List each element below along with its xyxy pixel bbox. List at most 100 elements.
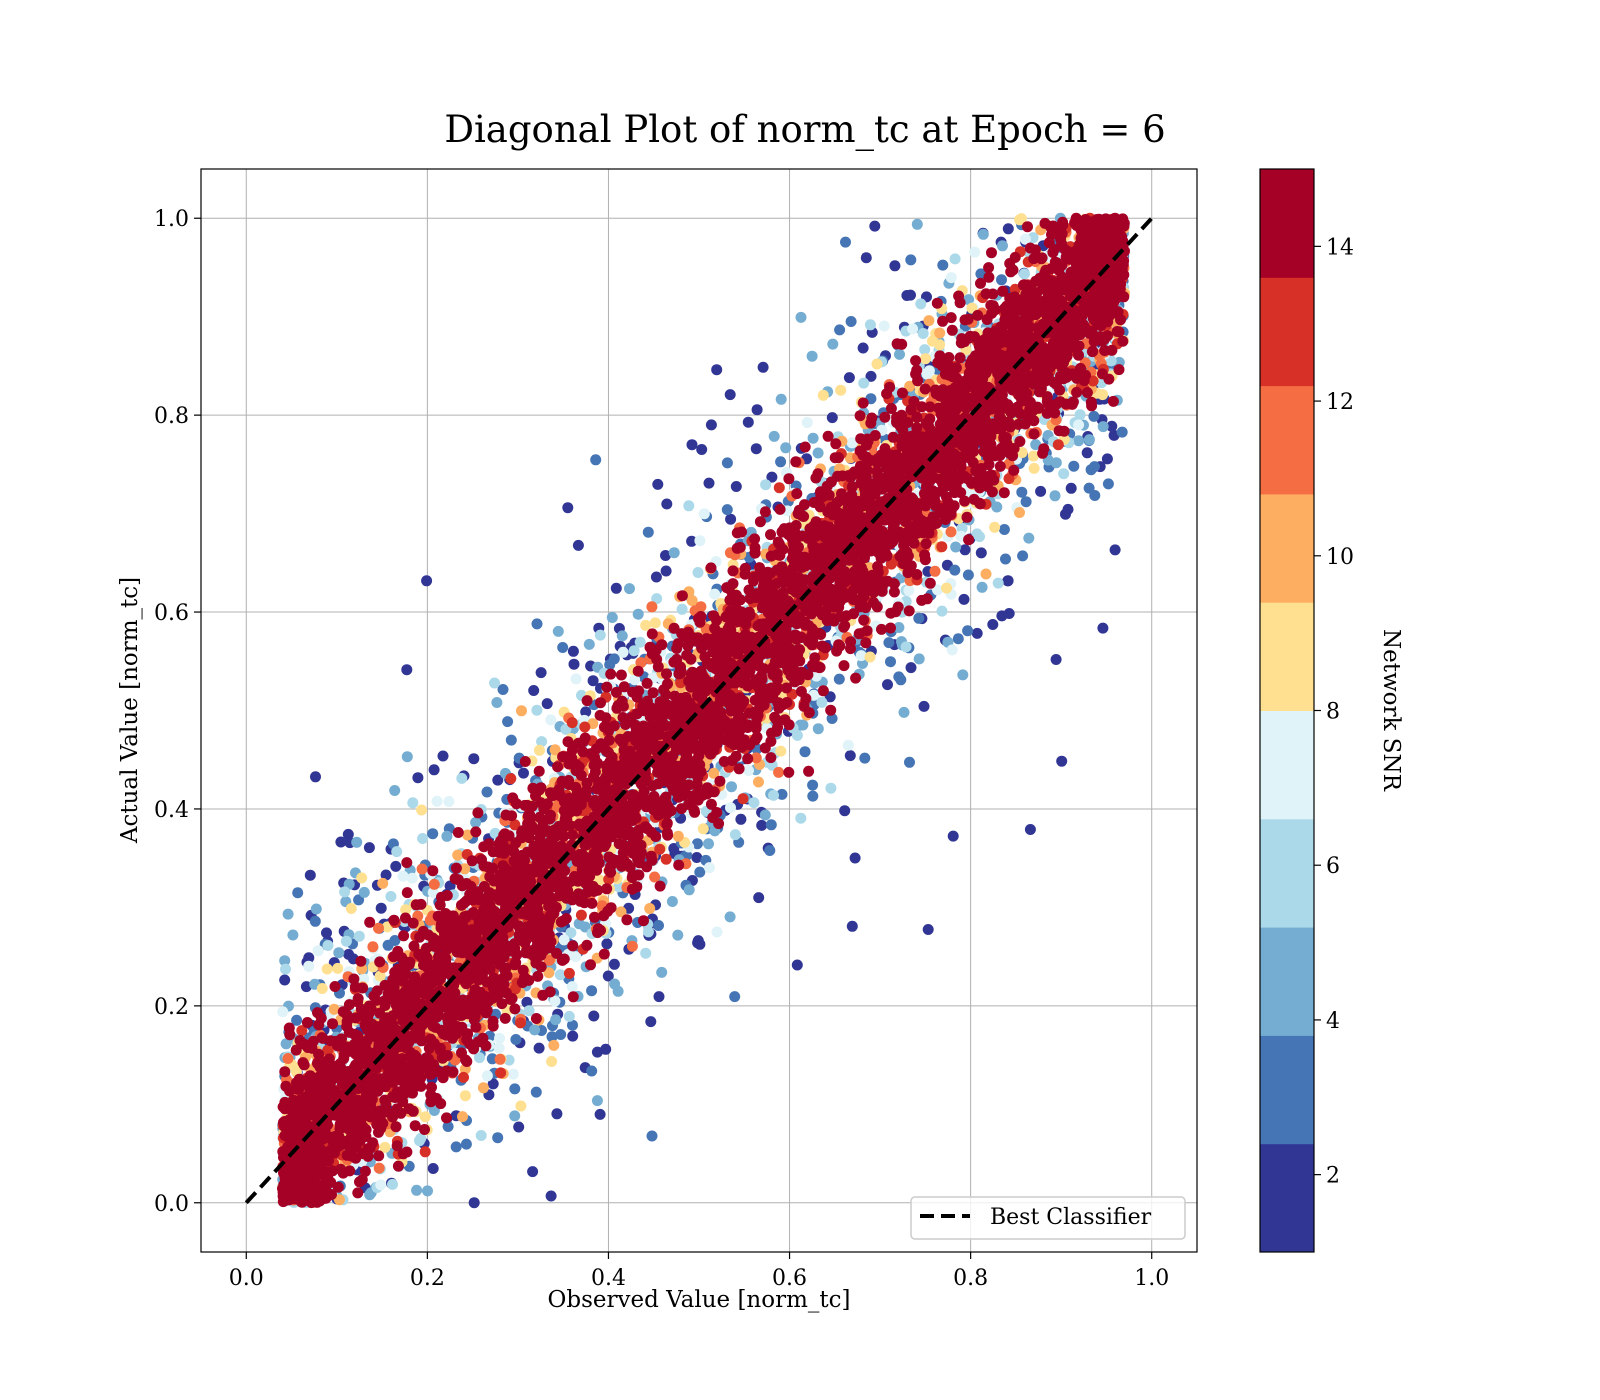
scatter-point xyxy=(753,776,764,788)
scatter-point xyxy=(575,909,587,921)
scatter-point xyxy=(468,753,480,765)
scatter-point xyxy=(807,779,819,791)
scatter-point xyxy=(401,664,413,676)
scatter-point xyxy=(332,962,344,974)
scatter-point xyxy=(992,577,1004,589)
scatter-point xyxy=(531,618,543,630)
scatter-point xyxy=(422,1185,433,1197)
scatter-point xyxy=(567,645,579,657)
scatter-point xyxy=(703,838,714,850)
scatter-point xyxy=(340,935,352,947)
scatter-point xyxy=(558,953,570,965)
scatter-point xyxy=(975,547,987,559)
scatter-point xyxy=(536,736,548,748)
scatter-point xyxy=(1052,439,1064,451)
scatter-point xyxy=(1016,486,1028,498)
scatter-point xyxy=(566,717,578,729)
scatter-point xyxy=(602,970,614,982)
scatter-point xyxy=(518,767,529,779)
scatter-point xyxy=(864,651,876,663)
scatter-point xyxy=(545,714,557,726)
scatter-point xyxy=(795,812,807,824)
scatter-point xyxy=(991,501,1003,513)
scatter-point xyxy=(322,1044,334,1056)
scatter-point xyxy=(958,593,970,605)
scatter-point xyxy=(391,846,403,858)
scatter-point xyxy=(905,254,917,266)
scatter-point xyxy=(668,843,680,854)
scatter-point xyxy=(969,246,981,258)
scatter-point xyxy=(653,991,665,1003)
scatter-point xyxy=(400,904,412,916)
scatter-point xyxy=(397,870,409,882)
scatter-point xyxy=(309,915,321,927)
scatter-point xyxy=(555,1029,567,1040)
scatter-point xyxy=(860,252,872,264)
scatter-point xyxy=(626,940,638,952)
scatter-point xyxy=(842,739,854,751)
scatter-point xyxy=(1074,409,1086,421)
scatter-point xyxy=(922,924,934,935)
scatter-point xyxy=(516,705,527,717)
scatter-point xyxy=(810,670,822,682)
scatter-point xyxy=(768,430,780,442)
scatter-point xyxy=(385,891,397,902)
scatter-point xyxy=(494,1053,506,1065)
scatter-point xyxy=(428,878,440,890)
scatter-point xyxy=(452,849,464,861)
scatter-point xyxy=(725,802,736,814)
scatter-point xyxy=(894,348,905,360)
scatter-point xyxy=(629,674,641,686)
scatter-point xyxy=(825,782,837,794)
scatter-point xyxy=(1018,268,1030,280)
scatter-point xyxy=(1058,468,1070,480)
scatter-point xyxy=(668,622,680,634)
scatter-point xyxy=(652,478,664,490)
scatter-point xyxy=(692,567,704,578)
scatter-point xyxy=(1019,233,1031,245)
scatter-point xyxy=(1060,508,1071,520)
scatter-point xyxy=(359,1165,371,1177)
scatter-point xyxy=(1102,478,1114,490)
scatter-point xyxy=(801,417,813,428)
scatter-point xyxy=(903,585,915,596)
scatter-point xyxy=(936,541,948,553)
scatter-point xyxy=(358,886,370,898)
scatter-point xyxy=(660,853,672,865)
scatter-point xyxy=(760,479,772,491)
scatter-point xyxy=(905,662,917,674)
scatter-point xyxy=(907,323,919,335)
scatter-point xyxy=(748,797,760,809)
scatter-point xyxy=(1049,490,1061,502)
scatter-point xyxy=(280,963,291,975)
scatter-point xyxy=(945,272,957,284)
scatter-point xyxy=(645,1016,657,1028)
scatter-point xyxy=(795,311,807,323)
scatter-point xyxy=(838,660,850,672)
scatter-point xyxy=(509,1110,521,1122)
scatter-point xyxy=(1097,421,1109,433)
scatter-point xyxy=(816,696,828,708)
scatter-point xyxy=(729,991,741,1003)
scatter-point xyxy=(460,1138,472,1150)
scatter-point xyxy=(934,327,946,339)
scatter-point xyxy=(642,526,654,538)
scatter-point xyxy=(481,1070,493,1082)
scatter-point xyxy=(333,947,345,959)
scatter-point xyxy=(1065,482,1077,494)
scatter-point xyxy=(871,358,883,370)
scatter-point xyxy=(640,619,652,631)
scatter-point xyxy=(531,704,543,716)
scatter-point xyxy=(635,657,647,669)
scatter-point xyxy=(694,866,706,878)
scatter-point xyxy=(936,605,948,617)
scatter-point xyxy=(812,447,824,459)
scatter-point xyxy=(407,797,419,809)
scatter-point xyxy=(509,983,521,995)
scatter-point xyxy=(529,1024,541,1036)
scatter-point xyxy=(351,836,363,848)
scatter-point xyxy=(390,860,402,872)
scatter-point xyxy=(310,903,322,915)
scatter-point xyxy=(703,477,715,489)
scatter-point xyxy=(997,240,1008,252)
